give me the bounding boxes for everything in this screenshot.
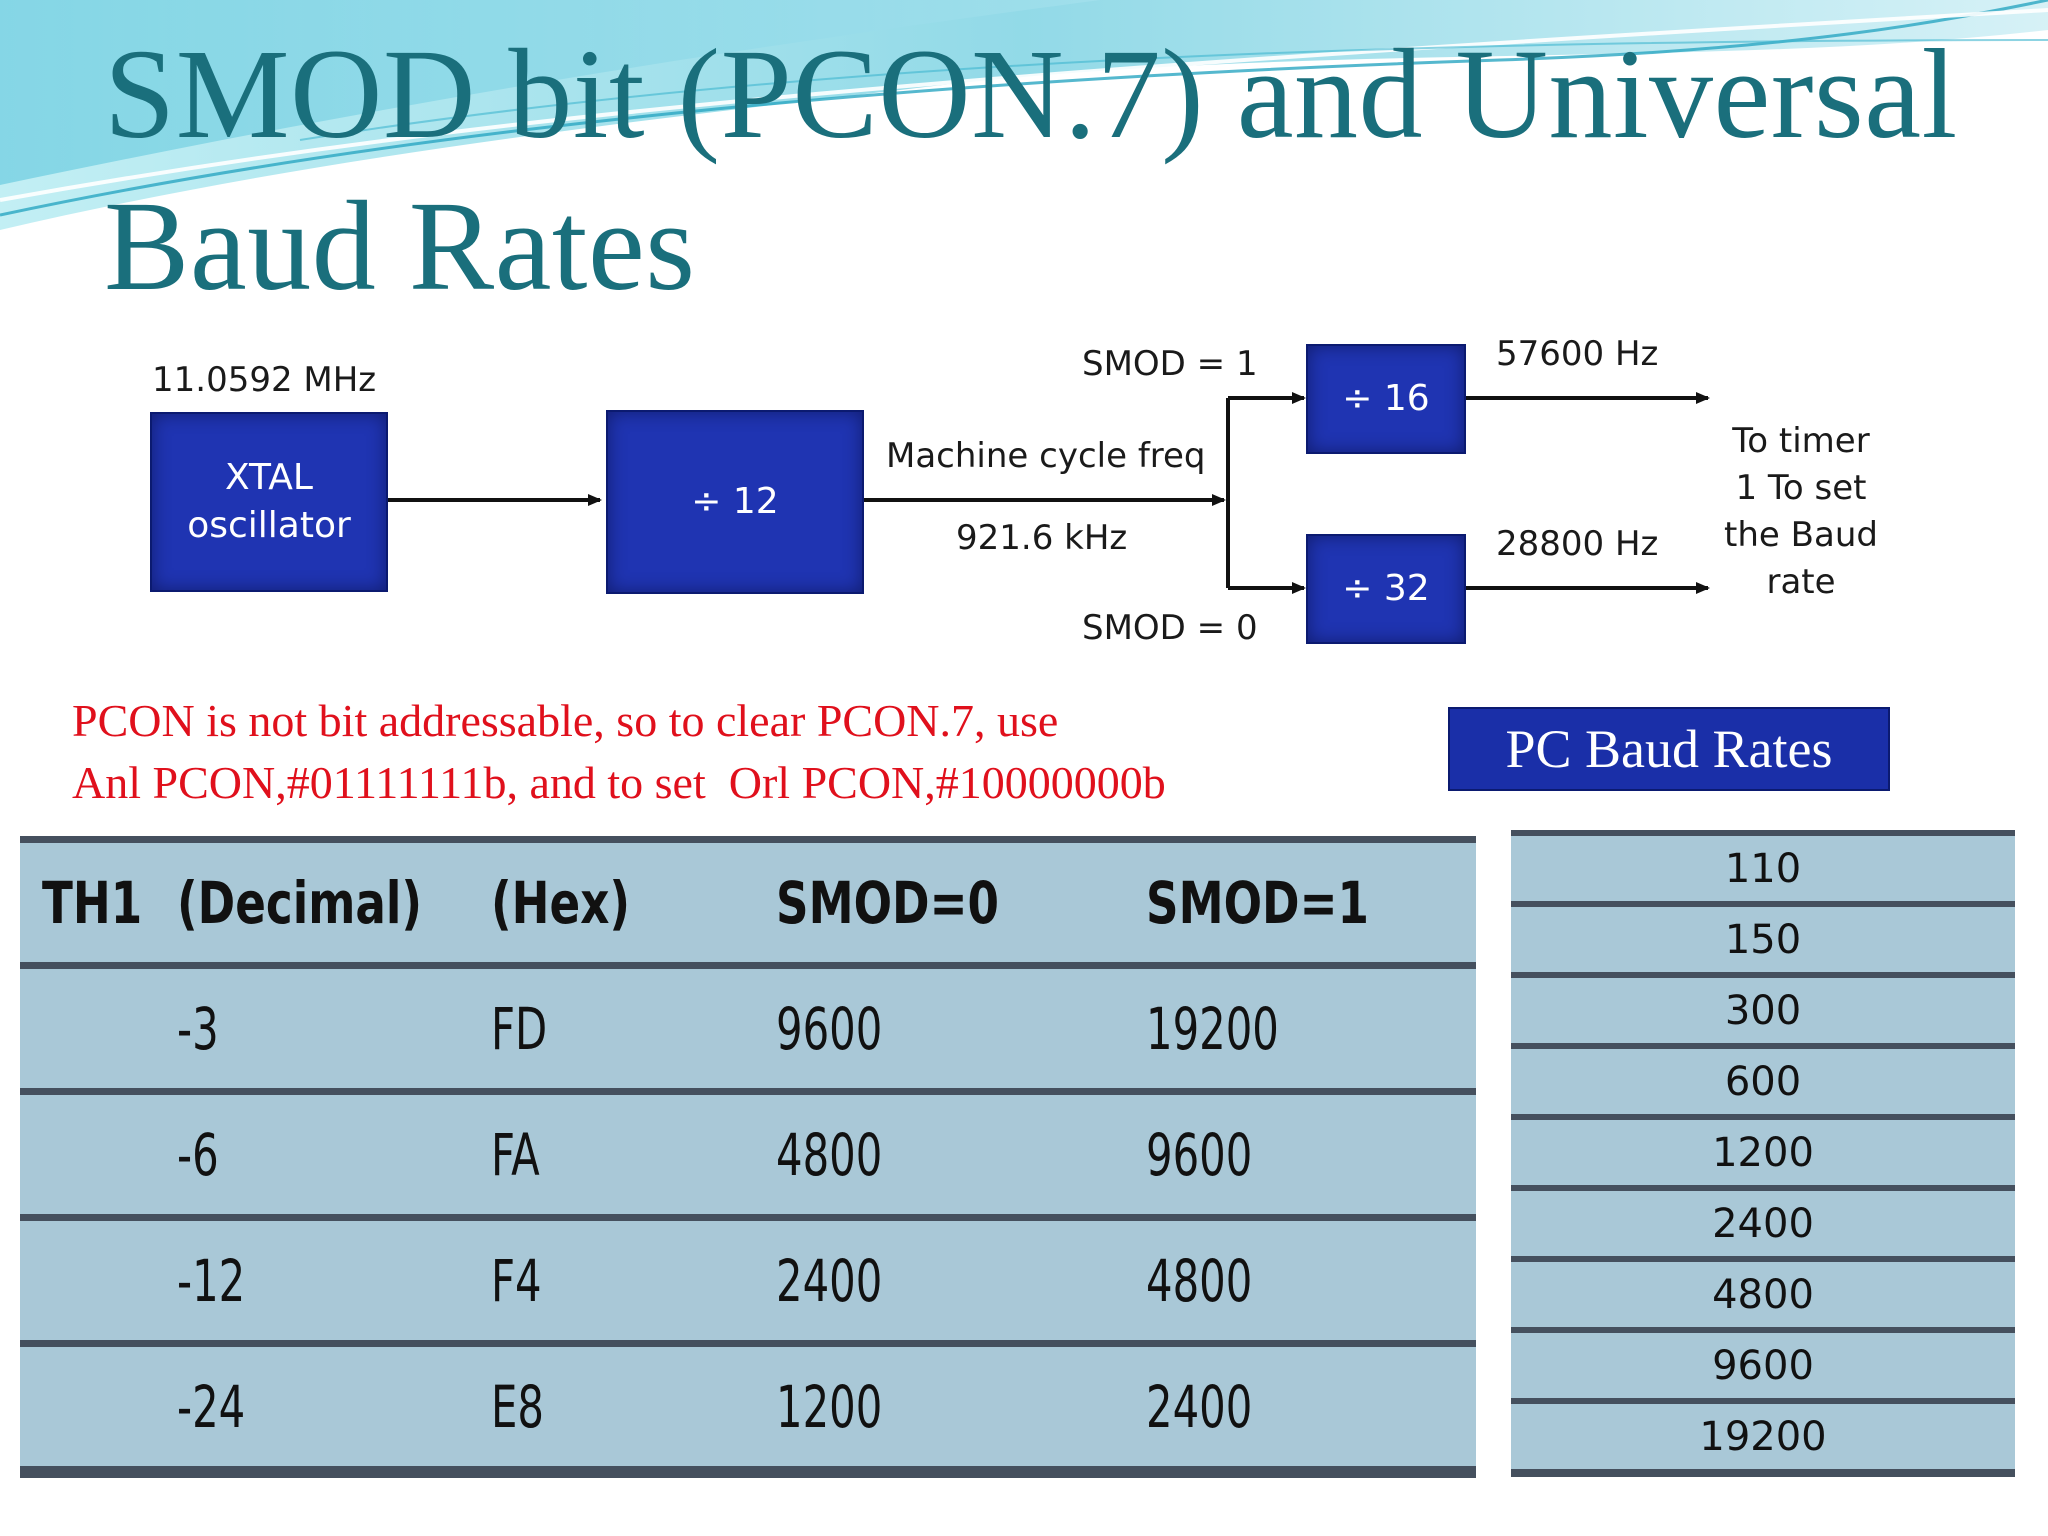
cell-th1	[20, 1340, 177, 1478]
pc-baud-rates-list: 110 150 300 600 1200 2400 4800 9600 1920…	[1511, 830, 2015, 1477]
baud-rate-value: 300	[1511, 972, 2015, 1046]
baud-rate-block-diagram: 11.0592 MHz XTAL oscillator ÷ 12 Machine…	[134, 308, 1904, 670]
destination-line-1: To timer	[1732, 421, 1870, 461]
baud-rate-value: 19200	[1511, 1398, 2015, 1477]
list-item: 300	[1511, 972, 2015, 1046]
cell-decimal: -24	[177, 1340, 492, 1478]
pcon-note: PCON is not bit addressable, so to clear…	[72, 690, 1166, 814]
list-item: 19200	[1511, 1398, 2015, 1477]
cell-smod-1: 9600	[1146, 1088, 1476, 1218]
baud-rate-value: 9600	[1511, 1327, 2015, 1401]
list-item: 110	[1511, 830, 2015, 904]
cell-smod-0: 4800	[776, 1088, 1147, 1218]
oscillator-line-2: oscillator	[187, 505, 351, 546]
list-item: 2400	[1511, 1185, 2015, 1259]
cell-th1	[20, 1214, 177, 1344]
table-row: -24 E8 1200 2400	[20, 1340, 1476, 1478]
frequency-28800-label: 28800 Hz	[1496, 524, 1659, 564]
cell-smod-1: 4800	[1146, 1214, 1476, 1344]
destination-label: To timer 1 To set the Baud rate	[1706, 418, 1896, 606]
destination-line-2: 1 To set	[1735, 468, 1867, 508]
baud-rate-value: 2400	[1511, 1185, 2015, 1259]
cell-smod-0: 1200	[776, 1340, 1147, 1478]
table-row: -6 FA 4800 9600	[20, 1088, 1476, 1218]
smod-0-label: SMOD = 0	[1082, 608, 1258, 648]
pcon-note-line-1: PCON is not bit addressable, so to clear…	[72, 695, 1059, 746]
cell-th1	[20, 962, 177, 1092]
pc-baud-rates-header: PC Baud Rates	[1448, 707, 1890, 791]
th1-baud-table: TH1 (Decimal) (Hex) SMOD=0 SMOD=1 -3 FD …	[20, 836, 1476, 1478]
cell-hex: FD	[491, 962, 777, 1092]
title-line-2: Baud Rates	[104, 175, 696, 317]
cell-decimal: -12	[177, 1214, 492, 1344]
baud-rate-value: 150	[1511, 901, 2015, 975]
machine-cycle-label: Machine cycle freq	[886, 436, 1206, 476]
header-smod-0: SMOD=0	[776, 836, 1147, 966]
background-swoosh	[0, 0, 2048, 230]
machine-cycle-frequency: 921.6 kHz	[956, 518, 1128, 558]
diagram-connectors	[388, 392, 1710, 594]
pcon-note-line-2: Anl PCON,#01111111b, and to set Orl PCON…	[72, 757, 1166, 808]
oscillator-line-1: XTAL	[225, 457, 313, 498]
xtal-oscillator-block: XTAL oscillator	[150, 412, 388, 592]
table-row: -3 FD 9600 19200	[20, 962, 1476, 1092]
cell-hex: E8	[491, 1340, 777, 1478]
divide-by-16-block: ÷ 16	[1306, 344, 1466, 454]
cell-smod-1: 2400	[1146, 1340, 1476, 1478]
list-item: 150	[1511, 901, 2015, 975]
divide-by-32-block: ÷ 32	[1306, 534, 1466, 644]
frequency-57600-label: 57600 Hz	[1496, 334, 1659, 374]
table-header-row: TH1 (Decimal) (Hex) SMOD=0 SMOD=1	[20, 836, 1476, 966]
baud-rate-value: 1200	[1511, 1114, 2015, 1188]
crystal-frequency-label: 11.0592 MHz	[152, 360, 377, 400]
list-item: 9600	[1511, 1327, 2015, 1401]
destination-line-4: rate	[1766, 562, 1836, 602]
baud-rate-value: 600	[1511, 1043, 2015, 1117]
cell-smod-0: 9600	[776, 962, 1147, 1092]
divide-by-12-block: ÷ 12	[606, 410, 864, 594]
baud-rate-value: 110	[1511, 830, 2015, 904]
cell-hex: FA	[491, 1088, 777, 1218]
header-hex: (Hex)	[491, 836, 777, 966]
title-line-1: SMOD bit (PCON.7) and Universal	[104, 23, 1958, 165]
header-th1: TH1	[20, 836, 177, 966]
list-item: 1200	[1511, 1114, 2015, 1188]
list-item: 4800	[1511, 1256, 2015, 1330]
cell-th1	[20, 1088, 177, 1218]
baud-rate-value: 4800	[1511, 1256, 2015, 1330]
header-smod-1: SMOD=1	[1146, 836, 1476, 966]
smod-1-label: SMOD = 1	[1082, 344, 1258, 384]
cell-decimal: -6	[177, 1088, 492, 1218]
header-decimal: (Decimal)	[177, 836, 492, 966]
list-item: 600	[1511, 1043, 2015, 1117]
cell-smod-0: 2400	[776, 1214, 1147, 1344]
table-row: -12 F4 2400 4800	[20, 1214, 1476, 1344]
cell-decimal: -3	[177, 962, 492, 1092]
destination-line-3: the Baud	[1724, 515, 1878, 555]
cell-hex: F4	[491, 1214, 777, 1344]
cell-smod-1: 19200	[1146, 962, 1476, 1092]
page-title: SMOD bit (PCON.7) and Universal Baud Rat…	[104, 18, 1958, 322]
